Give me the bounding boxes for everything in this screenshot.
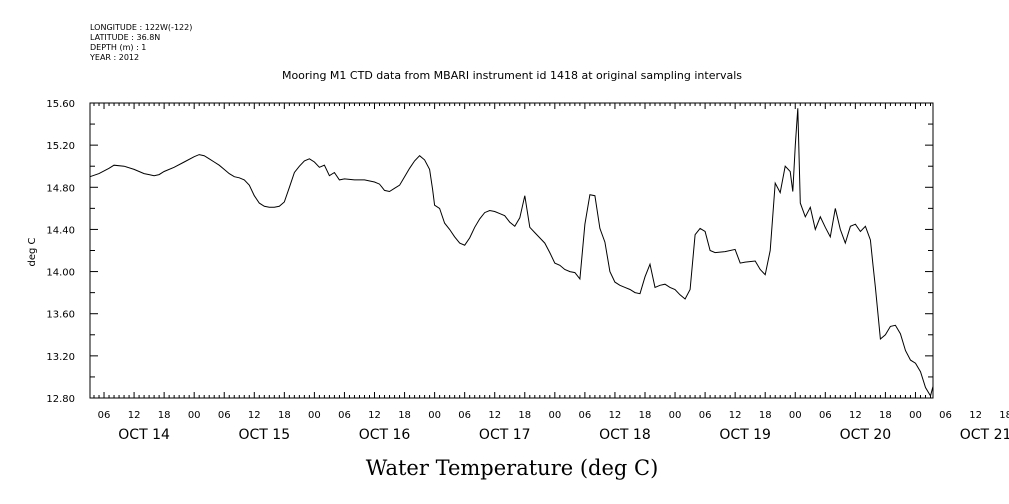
x-tick-label: 00 <box>188 410 201 421</box>
y-tick-label: 14.80 <box>46 183 75 194</box>
x-tick-label: 18 <box>518 410 531 421</box>
x-tick-label: 18 <box>759 410 772 421</box>
y-tick-label: 14.40 <box>46 225 75 236</box>
x-tick-label: 18 <box>879 410 892 421</box>
y-tick-label: 15.20 <box>46 141 75 152</box>
chart-title: Mooring M1 CTD data from MBARI instrumen… <box>282 69 742 82</box>
x-tick-label: 06 <box>98 410 111 421</box>
tick-marks <box>90 102 933 399</box>
x-date-label: OCT 18 <box>599 427 651 443</box>
x-tick-label: 12 <box>729 410 742 421</box>
x-tick-label: 06 <box>579 410 592 421</box>
x-tick-label: 18 <box>398 410 411 421</box>
y-tick-label: 12.80 <box>46 394 75 405</box>
x-tick-label: 12 <box>969 410 982 421</box>
x-tick-label: 18 <box>278 410 291 421</box>
meta-longitude: LONGITUDE : 122W(-122) <box>90 23 192 32</box>
x-tick-label: 12 <box>128 410 141 421</box>
x-tick-label: 06 <box>939 410 952 421</box>
plot-frame <box>89 102 934 399</box>
y-tick-label: 13.60 <box>46 310 75 321</box>
x-date-label: OCT 15 <box>238 427 290 443</box>
y-tick-label: 13.20 <box>46 352 75 363</box>
meta-year: YEAR : 2012 <box>89 53 139 62</box>
x-tick-label: 06 <box>699 410 712 421</box>
y-tick-label: 14.00 <box>46 268 75 279</box>
meta-depth: DEPTH (m) : 1 <box>90 43 146 52</box>
x-tick-label: 18 <box>999 410 1009 421</box>
x-tick-label: 00 <box>548 410 561 421</box>
x-tick-label: 06 <box>458 410 471 421</box>
x-tick-label: 00 <box>308 410 321 421</box>
x-tick-label: 00 <box>789 410 802 421</box>
x-tick-label: 12 <box>488 410 501 421</box>
meta-latitude: LATITUDE : 36.8N <box>90 33 160 42</box>
x-tick-label: 06 <box>819 410 832 421</box>
temperature-series-line <box>89 108 934 398</box>
x-tick-label: 12 <box>849 410 862 421</box>
y-axis-label: deg C <box>27 237 38 266</box>
x-tick-label: 00 <box>428 410 441 421</box>
x-date-label: OCT 16 <box>359 427 411 443</box>
x-tick-label: 18 <box>639 410 652 421</box>
x-axis-label: Water Temperature (deg C) <box>366 456 659 480</box>
x-tick-label: 12 <box>609 410 622 421</box>
x-tick-label: 18 <box>158 410 171 421</box>
y-tick-label: 15.60 <box>46 99 75 110</box>
x-date-label: OCT 21 <box>960 427 1009 443</box>
x-date-label: OCT 14 <box>118 427 170 443</box>
x-tick-label: 06 <box>218 410 231 421</box>
series-layer <box>89 108 934 398</box>
x-tick-label: 12 <box>368 410 381 421</box>
x-date-label: OCT 19 <box>719 427 771 443</box>
x-date-label: OCT 17 <box>479 427 531 443</box>
tick-labels: 15.60 15.20 14.80 14.40 14.00 13.60 13.20 12.80… <box>46 99 1009 443</box>
x-tick-label: 12 <box>248 410 261 421</box>
x-tick-label: 00 <box>669 410 682 421</box>
x-tick-label: 06 <box>338 410 351 421</box>
x-date-label: OCT 20 <box>840 427 892 443</box>
x-tick-label: 00 <box>909 410 922 421</box>
